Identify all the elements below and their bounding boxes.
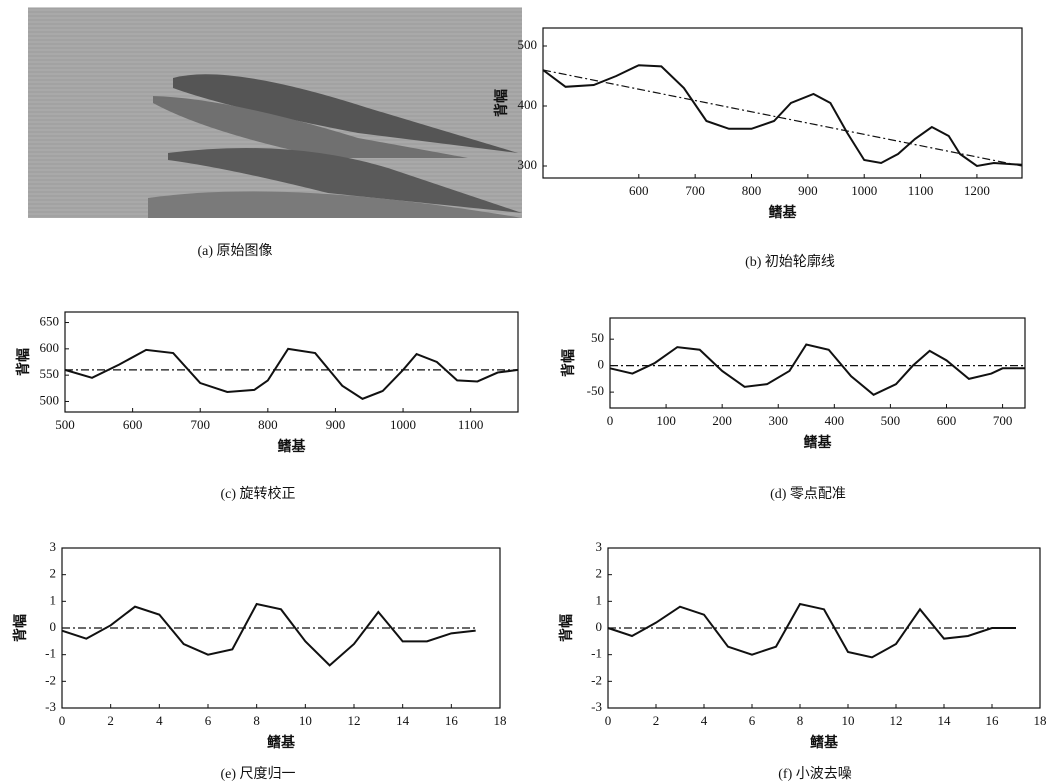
y-tick-label: 0: [50, 619, 57, 634]
series-line: [543, 70, 1022, 166]
caption: (d) 零点配准: [770, 486, 846, 502]
y-tick-label: 0: [596, 619, 603, 634]
x-tick-label: 600: [123, 417, 143, 432]
y-tick-label: 3: [596, 539, 603, 554]
caption: (b) 初始轮廓线: [745, 253, 835, 270]
caption: (a) 原始图像: [197, 243, 272, 259]
y-axis-label: 背幅: [12, 614, 29, 642]
x-tick-label: 14: [938, 713, 952, 728]
y-axis-label: 背幅: [558, 614, 575, 642]
x-tick-label: 600: [629, 183, 649, 198]
x-tick-label: 6: [205, 713, 212, 728]
x-tick-label: 1100: [458, 417, 484, 432]
y-tick-label: 50: [591, 330, 604, 345]
x-axis-label: 鳍基: [278, 438, 307, 455]
axes-frame: [610, 318, 1025, 408]
x-axis-label: 鳍基: [810, 734, 839, 751]
y-tick-label: 300: [518, 157, 538, 172]
x-tick-label: 500: [881, 413, 901, 428]
series-line: [65, 349, 518, 399]
x-tick-label: 200: [712, 413, 732, 428]
x-axis-label: 鳍基: [804, 434, 833, 451]
x-tick-label: 500: [55, 417, 75, 432]
series-line: [608, 604, 1016, 657]
x-tick-label: 18: [1034, 713, 1047, 728]
x-tick-label: 10: [299, 713, 312, 728]
x-tick-label: 700: [685, 183, 705, 198]
x-tick-label: 900: [326, 417, 346, 432]
y-tick-label: 500: [518, 37, 538, 52]
x-tick-label: 0: [605, 713, 612, 728]
x-tick-label: 100: [656, 413, 676, 428]
x-tick-label: 8: [797, 713, 804, 728]
y-tick-label: 0: [598, 357, 605, 372]
x-tick-label: 16: [986, 713, 1000, 728]
x-tick-label: 2: [107, 713, 114, 728]
x-tick-label: 16: [445, 713, 459, 728]
y-tick-label: -2: [45, 672, 56, 687]
y-tick-label: 2: [50, 566, 57, 581]
x-tick-label: 700: [993, 413, 1013, 428]
y-axis-label: 背幅: [15, 348, 32, 376]
x-tick-label: 18: [494, 713, 507, 728]
x-tick-label: 14: [396, 713, 410, 728]
axes-frame: [65, 312, 518, 412]
caption: (f) 小波去噪: [778, 766, 852, 782]
y-tick-label: 650: [40, 314, 60, 329]
x-tick-label: 700: [190, 417, 210, 432]
x-tick-label: 10: [842, 713, 855, 728]
x-tick-label: 400: [825, 413, 845, 428]
y-tick-label: -1: [45, 646, 56, 661]
x-tick-label: 6: [749, 713, 756, 728]
series-line: [62, 604, 476, 665]
x-tick-label: 800: [258, 417, 278, 432]
x-tick-label: 600: [937, 413, 957, 428]
caption: (e) 尺度归一: [220, 765, 295, 782]
x-tick-label: 0: [59, 713, 66, 728]
y-tick-label: 500: [40, 392, 60, 407]
y-tick-label: 2: [596, 566, 603, 581]
x-tick-label: 1200: [964, 183, 990, 198]
figure: (a) 原始图像60070080090010001100120030040050…: [0, 0, 1064, 784]
y-tick-label: 1: [50, 592, 57, 607]
x-tick-label: 900: [798, 183, 818, 198]
y-tick-label: -50: [587, 383, 604, 398]
x-tick-label: 4: [156, 713, 163, 728]
y-tick-label: 550: [40, 366, 60, 381]
x-axis-label: 鳍基: [267, 734, 296, 751]
y-tick-label: 600: [40, 340, 60, 355]
x-tick-label: 2: [653, 713, 660, 728]
x-tick-label: 4: [701, 713, 708, 728]
caption: (c) 旋转校正: [220, 485, 295, 502]
y-tick-label: 400: [518, 97, 538, 112]
x-tick-label: 800: [742, 183, 762, 198]
x-tick-label: 12: [890, 713, 903, 728]
x-tick-label: 300: [768, 413, 788, 428]
series-line: [543, 65, 1022, 166]
x-tick-label: 0: [607, 413, 614, 428]
x-tick-label: 8: [253, 713, 260, 728]
y-tick-label: -3: [45, 699, 56, 714]
x-tick-label: 1000: [851, 183, 877, 198]
series-line: [610, 344, 1025, 394]
axes-frame: [543, 28, 1022, 178]
x-tick-label: 1100: [908, 183, 934, 198]
y-tick-label: -2: [591, 672, 602, 687]
y-axis-label: 背幅: [560, 349, 577, 377]
y-tick-label: -3: [591, 699, 602, 714]
y-tick-label: 3: [50, 539, 57, 554]
y-tick-label: 1: [596, 592, 603, 607]
x-axis-label: 鳍基: [769, 204, 798, 221]
x-tick-label: 12: [348, 713, 361, 728]
x-tick-label: 1000: [390, 417, 416, 432]
y-axis-label: 背幅: [493, 89, 510, 117]
y-tick-label: -1: [591, 646, 602, 661]
